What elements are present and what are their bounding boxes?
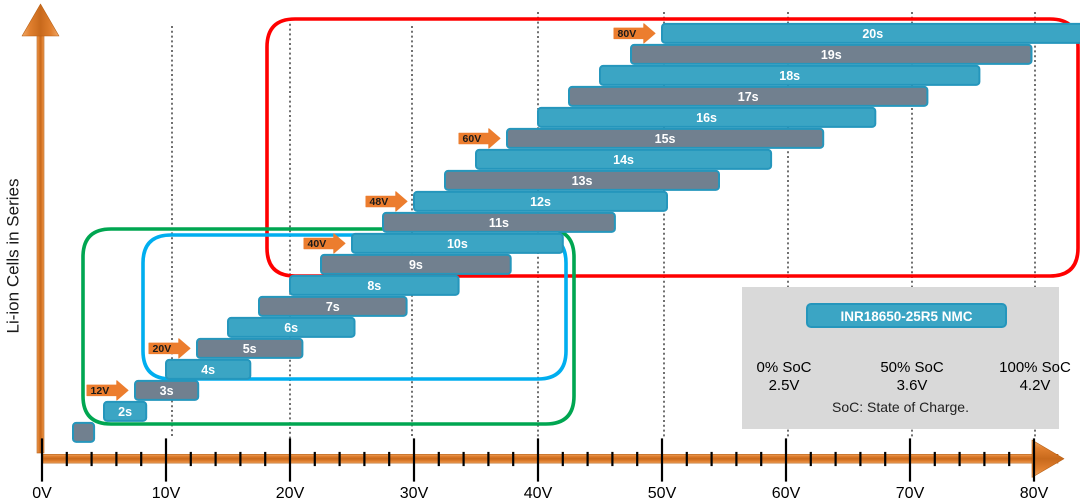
svg-text:60V: 60V (772, 485, 801, 502)
svg-text:19s: 19s (821, 48, 842, 62)
svg-text:50% SoC: 50% SoC (880, 359, 944, 376)
svg-text:20V: 20V (153, 343, 172, 355)
svg-text:14s: 14s (613, 153, 634, 167)
svg-text:18s: 18s (779, 69, 800, 83)
svg-text:9s: 9s (409, 258, 423, 272)
svg-text:2s: 2s (118, 405, 132, 419)
svg-text:17s: 17s (738, 90, 759, 104)
svg-text:40V: 40V (308, 238, 327, 250)
svg-text:48V: 48V (370, 196, 389, 208)
svg-text:20V: 20V (276, 485, 305, 502)
svg-text:2.5V: 2.5V (769, 377, 800, 394)
svg-text:12V: 12V (91, 385, 110, 397)
svg-text:10s: 10s (447, 237, 468, 251)
svg-text:SoC: State of Charge.: SoC: State of Charge. (832, 399, 969, 415)
svg-text:7s: 7s (326, 300, 340, 314)
svg-text:11s: 11s (489, 216, 509, 230)
svg-text:60V: 60V (463, 133, 482, 145)
svg-text:16s: 16s (696, 111, 717, 125)
svg-text:50V: 50V (648, 485, 677, 502)
svg-text:0% SoC: 0% SoC (756, 359, 811, 376)
svg-text:8s: 8s (367, 279, 381, 293)
svg-text:30V: 30V (400, 485, 429, 502)
svg-text:80V: 80V (618, 28, 637, 40)
svg-text:20s: 20s (862, 27, 883, 41)
svg-text:70V: 70V (896, 485, 925, 502)
svg-text:80V: 80V (1020, 485, 1049, 502)
svg-text:3.6V: 3.6V (897, 377, 928, 394)
svg-text:12s: 12s (530, 195, 551, 209)
svg-text:3s: 3s (160, 384, 174, 398)
svg-text:15s: 15s (655, 132, 676, 146)
svg-text:13s: 13s (572, 174, 593, 188)
svg-text:4.2V: 4.2V (1020, 377, 1051, 394)
svg-text:4s: 4s (201, 363, 215, 377)
svg-text:6s: 6s (284, 321, 298, 335)
svg-text:INR18650-25R5 NMC: INR18650-25R5 NMC (840, 309, 972, 324)
svg-text:40V: 40V (524, 485, 553, 502)
svg-text:10V: 10V (152, 485, 181, 502)
svg-text:100% SoC: 100% SoC (999, 359, 1071, 376)
svg-text:0V: 0V (32, 485, 52, 502)
svg-text:5s: 5s (243, 342, 257, 356)
